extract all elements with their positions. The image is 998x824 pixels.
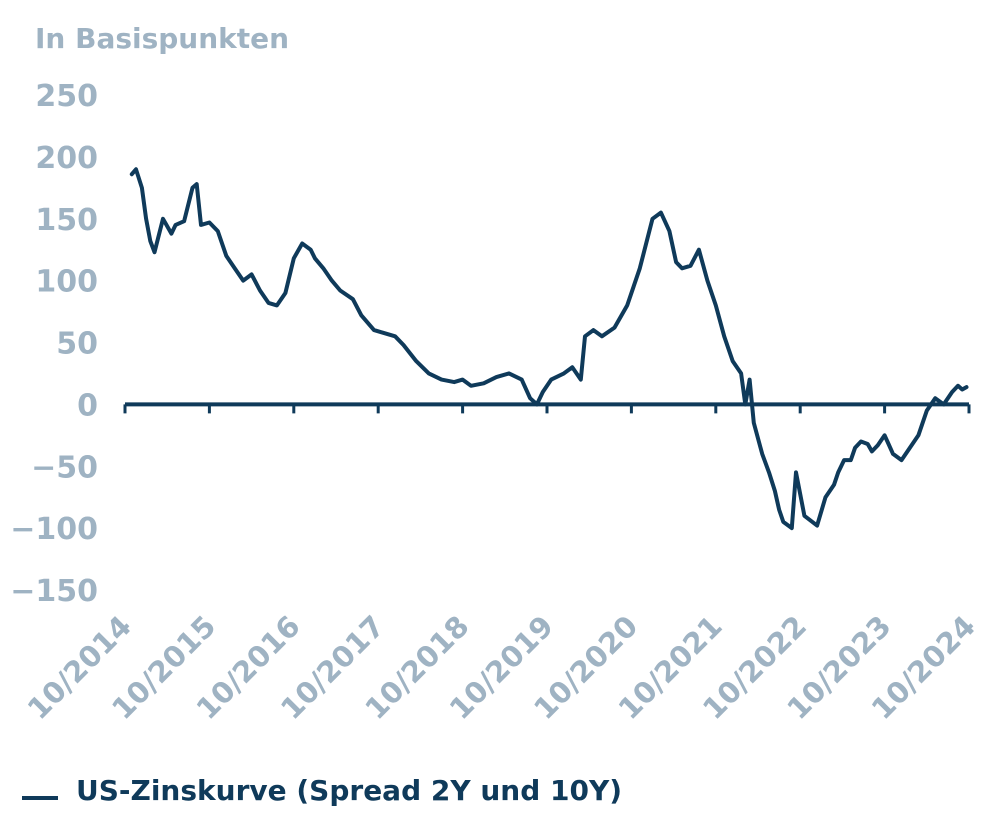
legend: US-Zinskurve (Spread 2Y und 10Y) xyxy=(22,774,622,807)
legend-label: US-Zinskurve (Spread 2Y und 10Y) xyxy=(76,774,623,807)
series-line-us-zinskurve xyxy=(129,167,969,531)
y-tick-label: 200 xyxy=(35,141,98,176)
y-tick-label: 50 xyxy=(56,327,98,362)
y-tick-label: −100 xyxy=(10,512,98,547)
y-unit-label: In Basispunkten xyxy=(35,22,289,55)
y-tick-label: 0 xyxy=(77,388,98,423)
legend-swatch xyxy=(22,795,58,800)
y-tick-label: 100 xyxy=(35,265,98,300)
y-tick-label: 150 xyxy=(35,203,98,238)
y-tick-label: 250 xyxy=(35,79,98,114)
y-axis-tick-labels: 250 200 150 100 50 0 −50 −100 −150 xyxy=(10,79,98,609)
x-axis xyxy=(123,402,971,414)
x-axis-tick-labels: 10/201410/201510/201610/201710/201810/20… xyxy=(21,609,982,726)
y-tick-label: −150 xyxy=(10,574,98,609)
y-tick-label: −50 xyxy=(31,450,98,485)
